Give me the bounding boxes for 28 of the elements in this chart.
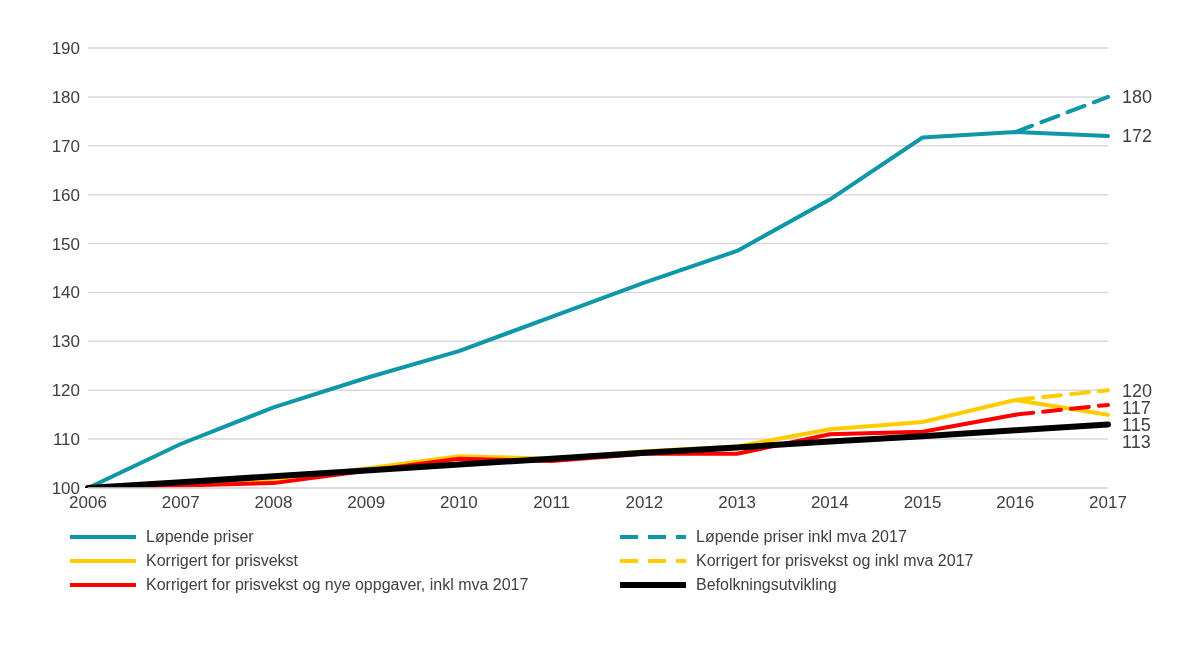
y-tick-label: 160 <box>51 185 80 205</box>
legend-label: Korrigert for prisvekst og nye oppgaver, inkl mva 2017 <box>146 576 529 594</box>
annotation: 172 <box>1122 126 1153 147</box>
legend-label: Befolkningsutvikling <box>696 576 837 594</box>
y-tick-label: 170 <box>51 136 80 156</box>
y-tick-label: 150 <box>51 234 80 254</box>
x-tick-label: 2014 <box>810 493 849 513</box>
x-tick-label: 2008 <box>254 493 293 513</box>
legend-label: Korrigert for prisvekst <box>146 552 299 570</box>
x-tick-label: 2017 <box>1089 493 1127 513</box>
x-tick-label: 2010 <box>440 493 478 513</box>
annotation: 180 <box>1122 87 1153 108</box>
x-tick-label: 2012 <box>625 493 664 513</box>
y-tick-label: 130 <box>51 332 80 352</box>
x-tick-label: 2007 <box>161 493 200 513</box>
legend-label: Løpende priser inkl mva 2017 <box>696 528 907 546</box>
x-tick-label: 2011 <box>533 493 570 513</box>
y-tick-label: 180 <box>51 87 80 107</box>
y-tick-label: 140 <box>51 283 80 303</box>
x-tick-label: 2015 <box>903 493 942 513</box>
x-tick-label: 2013 <box>718 493 756 513</box>
y-tick-label: 120 <box>51 381 80 401</box>
y-tick-label: 190 <box>51 39 80 59</box>
x-tick-label: 2009 <box>347 493 386 513</box>
y-tick-label: 110 <box>52 430 80 450</box>
legend-label: Korrigert for prisvekst og inkl mva 2017 <box>696 552 974 570</box>
legend-label: Løpende priser <box>146 528 254 546</box>
x-tick-label: 2016 <box>996 493 1035 513</box>
